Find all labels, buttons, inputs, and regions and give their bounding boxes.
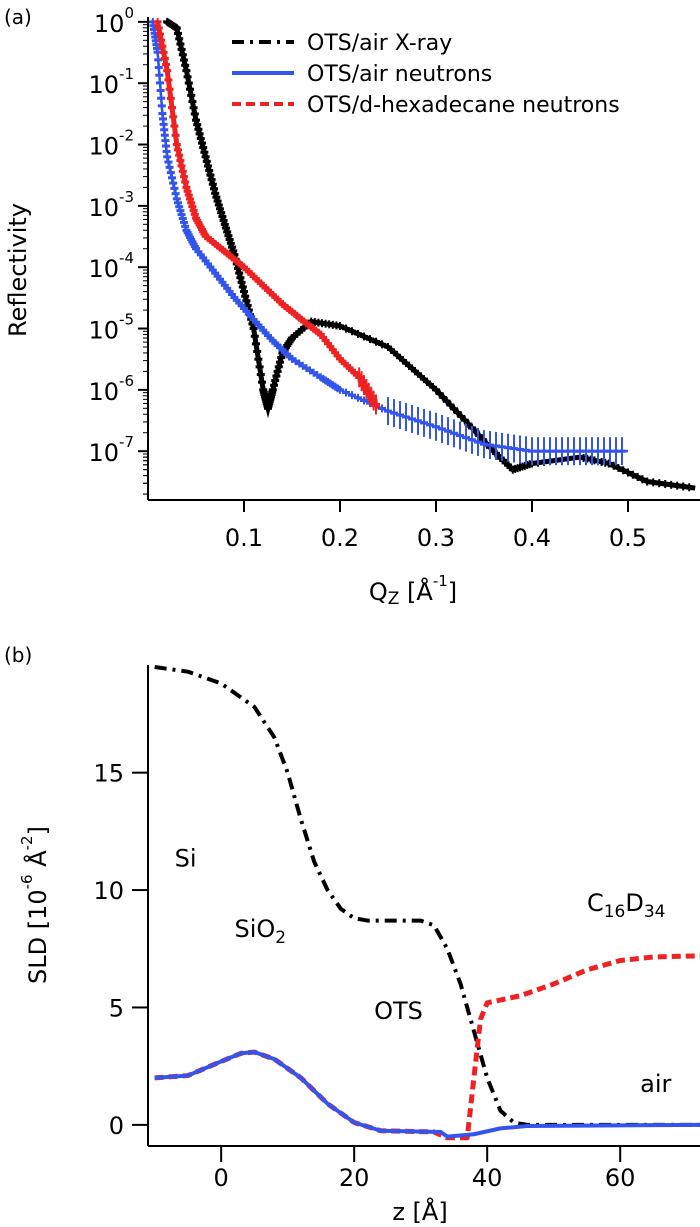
- series-1-line: [154, 953, 700, 1141]
- x-tick-label: 0.3: [417, 524, 455, 552]
- x-axis-label: z [Å]: [392, 1197, 447, 1226]
- annotation-label: Si: [175, 845, 197, 873]
- sld-profile-chart: (b) 0 5 10 15 0 20 40 60 z [Å] SLD [10-6 Å-2] Si SiO…: [4, 643, 700, 1226]
- x-axis-label: QZ [Å-1]: [369, 572, 457, 609]
- y-tick-label: 10-2: [88, 127, 134, 161]
- y-tick-label: 10-1: [88, 65, 134, 99]
- x-tick-label: 0.4: [513, 524, 551, 552]
- series-2-line: [155, 21, 381, 410]
- series-0-data: [163, 17, 694, 492]
- y-axis-label: SLD [10-6 Å-2]: [18, 826, 52, 984]
- series-1-line: [151, 21, 628, 453]
- y-tick-label: 0: [109, 1112, 124, 1140]
- annotation-label: SiO2: [234, 915, 286, 948]
- y-tick-label: 5: [109, 994, 124, 1022]
- y-axis-label: Reflectivity: [4, 203, 32, 337]
- x-tick-label: 20: [339, 1164, 370, 1192]
- y-tick-label: 10-4: [88, 249, 134, 283]
- panel-label: (a): [4, 5, 32, 29]
- y-tick-label: 10-6: [88, 372, 134, 406]
- annotation-label: C16D34: [587, 889, 666, 922]
- series-0-line: [165, 19, 696, 491]
- x-tick-label: 0.5: [609, 524, 647, 552]
- y-tick-label: 10-5: [88, 311, 134, 345]
- reflectivity-chart: (a) 100 10-1 10-2 10-3 10-4 10-5 10-6 10-7 0.1 0.2…: [4, 4, 700, 609]
- y-tick-label: 10: [93, 877, 124, 905]
- legend-label: OTS/air neutrons: [307, 62, 492, 87]
- x-tick-label: 0: [214, 1164, 229, 1192]
- panel-label: (b): [4, 643, 32, 667]
- annotation-label: OTS: [374, 997, 423, 1025]
- series-0-line: [154, 665, 700, 1127]
- x-tick-label: 40: [472, 1164, 503, 1192]
- y-tick-label: 100: [94, 4, 134, 38]
- annotation-label: air: [640, 1070, 671, 1098]
- x-tick-label: 0.2: [321, 524, 359, 552]
- legend: OTS/air X-ray OTS/air neutrons OTS/d-hexad…: [232, 31, 620, 118]
- x-tick-label: 0.1: [225, 524, 263, 552]
- x-tick-label: 60: [605, 1164, 636, 1192]
- y-tick-label: 15: [93, 760, 124, 788]
- y-tick-label: 10-7: [88, 433, 134, 467]
- y-tick-label: 10-3: [88, 188, 134, 222]
- series-2-line: [154, 1050, 700, 1139]
- legend-label: OTS/air X-ray: [307, 31, 452, 56]
- legend-label: OTS/d-hexadecane neutrons: [307, 93, 620, 118]
